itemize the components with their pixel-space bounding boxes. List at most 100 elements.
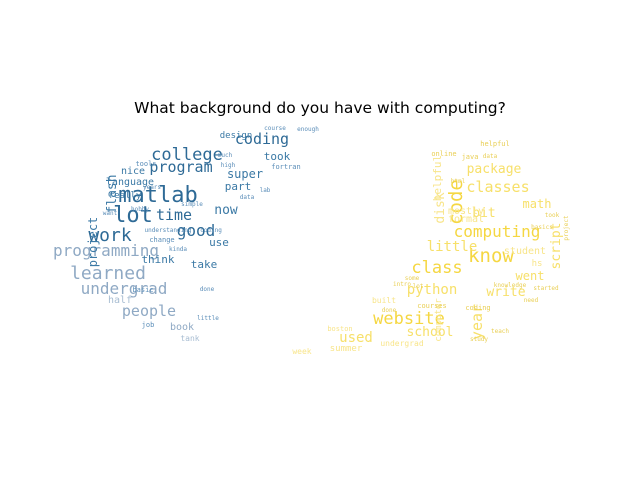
- right-word-23: computer: [434, 298, 444, 342]
- right-word-17: disk: [433, 192, 448, 223]
- left-word-15: super: [227, 167, 263, 181]
- left-word-10: coding: [235, 130, 289, 148]
- right-word-5: classes: [466, 178, 529, 196]
- left-word-44: kinda: [169, 246, 187, 253]
- left-word-22: nice: [121, 166, 145, 177]
- left-word-12: flash: [105, 174, 120, 213]
- left-word-43: little: [197, 315, 219, 322]
- right-word-43: study: [470, 336, 488, 343]
- right-word-36: data: [483, 153, 498, 160]
- right-word-37: some: [405, 275, 420, 282]
- left-word-24: half: [108, 295, 132, 306]
- left-word-18: use: [209, 236, 229, 249]
- left-word-9: program: [149, 158, 212, 176]
- right-word-31: courses: [417, 302, 447, 310]
- right-word-13: bit: [472, 206, 495, 221]
- right-word-cloud: website know computing class code classes pyth…: [292, 140, 570, 356]
- left-word-38: basic: [132, 286, 153, 294]
- right-word-22: hs: [532, 259, 543, 269]
- left-word-1: lot: [113, 203, 153, 228]
- right-word-30: coding: [465, 304, 490, 312]
- right-word-25: built: [372, 296, 396, 305]
- right-word-20: mostly: [448, 206, 484, 217]
- right-word-33: started: [533, 285, 559, 292]
- left-word-34: enough: [297, 126, 319, 133]
- right-word-12: went: [516, 269, 545, 283]
- right-word-34: online: [431, 150, 456, 158]
- left-word-33: coding: [200, 227, 222, 234]
- left-word-47: course: [264, 125, 286, 132]
- right-word-14: math: [523, 197, 552, 211]
- right-word-16: package: [467, 162, 522, 177]
- right-word-32: knowledge: [494, 282, 527, 289]
- right-word-42: need: [524, 297, 539, 304]
- right-word-38: lot: [413, 283, 424, 290]
- left-word-26: design: [220, 131, 253, 141]
- left-word-40: lab: [260, 187, 271, 194]
- chart-title: What background do you have with computi…: [134, 99, 506, 117]
- right-word-35: java: [462, 153, 479, 161]
- right-word-26: week: [292, 347, 311, 356]
- left-word-30: tools: [135, 160, 156, 168]
- right-word-41: html: [451, 178, 466, 185]
- left-word-39: job: [142, 321, 155, 329]
- left-word-0: matlab: [118, 183, 197, 208]
- right-word-15: script: [549, 223, 564, 270]
- left-word-36: understanding: [145, 227, 192, 234]
- left-word-29: change: [149, 236, 174, 244]
- right-word-29: helpful: [480, 140, 510, 148]
- left-word-32: data: [240, 194, 255, 201]
- left-word-45: want: [103, 210, 118, 217]
- right-word-18: helpful: [431, 155, 444, 201]
- left-word-23: really: [109, 191, 142, 201]
- left-word-8: good: [177, 221, 216, 240]
- left-word-35: hobby: [131, 206, 149, 213]
- left-word-7: time: [156, 206, 192, 224]
- right-word-11: write: [486, 285, 525, 300]
- right-word-28: undergrad: [380, 339, 424, 348]
- right-word-39: basics: [531, 224, 553, 231]
- left-word-37: done: [200, 286, 215, 293]
- left-word-4: programming: [53, 241, 159, 260]
- left-word-19: part: [225, 180, 252, 193]
- left-word-42: years: [143, 184, 161, 191]
- right-word-9: school: [407, 325, 454, 340]
- right-word-44: teach: [491, 328, 509, 335]
- right-word-45: intro: [393, 281, 411, 288]
- right-word-19: formal: [448, 214, 484, 225]
- left-word-41: simple: [181, 201, 203, 208]
- right-word-4: code: [445, 179, 467, 225]
- right-word-3: class: [411, 258, 462, 278]
- left-word-25: book: [170, 322, 194, 333]
- left-word-13: project: [86, 217, 100, 268]
- left-word-3: work: [88, 225, 132, 246]
- right-word-27: boston: [327, 325, 352, 333]
- left-word-46: high: [221, 162, 236, 169]
- left-word-11: people: [122, 302, 176, 320]
- right-word-7: little: [427, 239, 478, 255]
- left-word-17: take: [191, 258, 218, 271]
- left-word-14: now: [214, 203, 238, 218]
- left-word-27: tank: [180, 334, 199, 343]
- right-word-24: summer: [330, 344, 363, 354]
- right-word-0: website: [373, 309, 445, 329]
- left-word-31: much: [218, 152, 233, 159]
- right-word-47: done: [382, 307, 397, 314]
- right-word-8: used: [339, 330, 373, 346]
- right-word-6: python: [407, 282, 458, 298]
- right-word-2: computing: [454, 222, 541, 241]
- left-word-21: language: [106, 177, 154, 188]
- right-word-10: year: [468, 304, 486, 340]
- right-word-1: know: [468, 245, 514, 267]
- left-word-28: fortran: [271, 163, 301, 171]
- right-word-40: took: [545, 212, 560, 219]
- left-word-6: undergrad: [81, 279, 168, 298]
- right-word-21: student: [504, 246, 546, 257]
- left-word-5: learned: [70, 263, 146, 284]
- right-word-46: project: [563, 215, 570, 241]
- left-word-cloud: matlablotcollegeworkprogramminglearnedun…: [53, 125, 319, 343]
- left-word-20: took: [264, 150, 291, 163]
- left-word-2: college: [151, 145, 223, 165]
- left-word-16: think: [141, 253, 174, 266]
